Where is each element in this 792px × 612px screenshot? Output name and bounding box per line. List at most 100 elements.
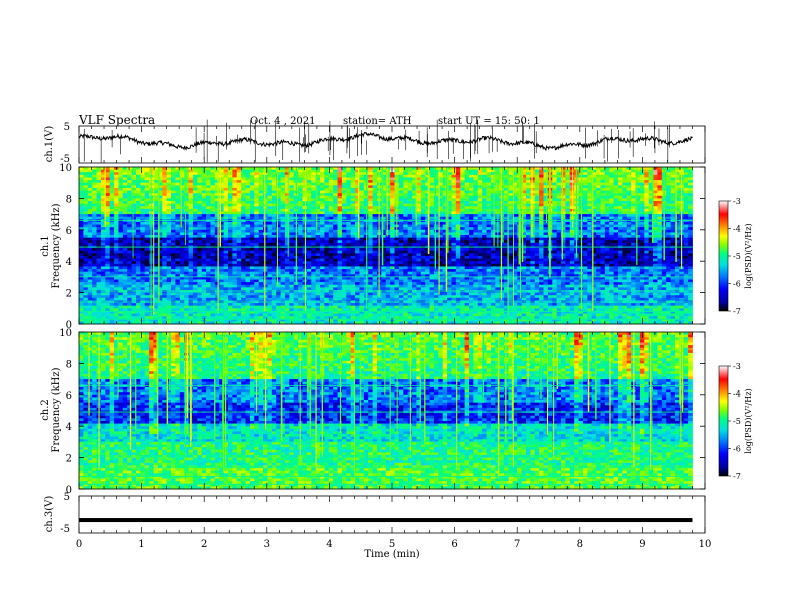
spectrogram-cell bbox=[609, 227, 614, 231]
spectrogram-cell bbox=[469, 219, 474, 223]
spectrogram-cell bbox=[153, 214, 159, 218]
spectrogram-cell bbox=[512, 201, 518, 205]
spectrogram-cell bbox=[525, 219, 531, 223]
spectrogram-cell bbox=[214, 250, 220, 254]
spectrogram-cell bbox=[140, 224, 146, 228]
spectrogram-cell bbox=[460, 174, 466, 178]
spectrogram-cell bbox=[688, 195, 693, 199]
spectrogram-cell bbox=[100, 198, 106, 202]
spectrogram-cell bbox=[648, 201, 654, 205]
spectrogram-cell bbox=[617, 248, 623, 252]
spectrogram-cell bbox=[582, 211, 588, 215]
spectrogram-cell bbox=[639, 180, 645, 184]
spectrogram-cell bbox=[280, 172, 286, 176]
spectrogram-cell bbox=[184, 237, 189, 241]
spectrogram-cell bbox=[455, 250, 461, 254]
spectrogram-cell bbox=[100, 255, 106, 259]
spectrogram-cell bbox=[341, 240, 347, 244]
spectrogram-cell bbox=[504, 221, 509, 225]
spectrogram-cell bbox=[206, 250, 211, 254]
spectrogram-cell bbox=[609, 201, 614, 205]
spectrogram-cell bbox=[596, 203, 601, 207]
spectrogram-cell bbox=[412, 206, 417, 210]
spectrogram-cell bbox=[337, 253, 343, 257]
spectrogram-cell bbox=[245, 180, 251, 184]
spectrogram-cell bbox=[504, 240, 509, 244]
spectrogram-cell bbox=[223, 250, 229, 254]
spectrogram-cell bbox=[214, 242, 220, 246]
spectrogram-cell bbox=[341, 208, 347, 212]
spectrogram-cell bbox=[171, 206, 176, 210]
spectrogram-cell bbox=[512, 248, 518, 252]
spectrogram-cell bbox=[644, 232, 650, 236]
spectrogram-cell bbox=[83, 255, 89, 259]
spectrogram-cell bbox=[683, 206, 689, 210]
spectrogram-cell bbox=[604, 198, 610, 202]
spectrogram-cell bbox=[201, 203, 207, 207]
spectrogram-cell bbox=[552, 232, 558, 236]
spectrogram-cell bbox=[271, 255, 277, 259]
spectrogram-cell bbox=[613, 253, 619, 257]
spectrogram-cell bbox=[263, 193, 268, 197]
spectrogram-cell bbox=[306, 206, 312, 210]
spectrogram-cell bbox=[92, 167, 97, 171]
spectrogram-cell bbox=[241, 235, 246, 239]
spectrogram-cell bbox=[284, 221, 290, 225]
spectrogram-cell bbox=[236, 216, 242, 220]
spectrogram-cell bbox=[135, 250, 141, 254]
spectrogram-cell bbox=[635, 198, 641, 202]
spectrogram-cell bbox=[157, 214, 163, 218]
spectrogram-cell bbox=[569, 180, 575, 184]
spectrogram-cell bbox=[368, 216, 373, 220]
spectrogram-cell bbox=[604, 167, 610, 171]
spectrogram-cell bbox=[433, 190, 439, 194]
spectrogram-cell bbox=[512, 221, 518, 225]
spectrogram-cell bbox=[320, 172, 325, 176]
spectrogram-cell bbox=[420, 208, 426, 212]
spectrogram-cell bbox=[674, 208, 680, 212]
spectrogram-cell bbox=[87, 242, 93, 246]
spectrogram-cell bbox=[258, 198, 264, 202]
spectrogram-cell bbox=[425, 174, 430, 178]
spectrogram-cell bbox=[688, 174, 693, 178]
spectrogram-cell bbox=[657, 198, 663, 202]
spectrogram-cell bbox=[582, 216, 588, 220]
spectrogram-cell bbox=[543, 216, 549, 220]
spectrogram-cell bbox=[144, 219, 150, 223]
spectrogram-cell bbox=[504, 182, 509, 186]
spectrogram-cell bbox=[525, 224, 531, 228]
panel-ch1-frame bbox=[78, 125, 706, 164]
spectrogram-cell bbox=[114, 240, 119, 244]
spectrogram-cell bbox=[604, 211, 610, 215]
spectrogram-cell bbox=[188, 237, 194, 241]
spectrogram-cell bbox=[530, 229, 536, 233]
spectrogram-cell bbox=[118, 185, 124, 189]
spectrogram-cell bbox=[565, 237, 571, 241]
spectrogram-cell bbox=[451, 203, 457, 207]
spectrogram-cell bbox=[298, 253, 303, 257]
spectrogram-cell bbox=[109, 219, 115, 223]
spectrogram-cell bbox=[280, 221, 286, 225]
spectrogram-cell bbox=[127, 180, 132, 184]
spectrogram-cell bbox=[648, 198, 654, 202]
spectrogram-cell bbox=[96, 224, 102, 228]
spectrogram-cell bbox=[280, 219, 286, 223]
spectrogram-cell bbox=[486, 255, 492, 259]
spectrogram-cell bbox=[249, 169, 255, 173]
spectrogram-cell bbox=[346, 253, 352, 257]
spectrogram-cell bbox=[324, 235, 330, 239]
spectrogram-cell bbox=[657, 255, 663, 259]
spectrogram-cell bbox=[315, 185, 321, 189]
spectrogram-cell bbox=[442, 187, 448, 191]
spectrogram-cell bbox=[184, 227, 189, 231]
spectrogram-cell bbox=[140, 242, 146, 246]
spectrogram-cell bbox=[635, 185, 641, 189]
spectrogram-cell bbox=[315, 248, 321, 252]
spectrogram-cell bbox=[236, 248, 242, 252]
spectrogram-cell bbox=[219, 185, 224, 189]
spectrogram-cell bbox=[447, 240, 452, 244]
spectrogram-cell bbox=[626, 203, 632, 207]
spectrogram-cell bbox=[105, 177, 111, 181]
spectrogram-cell bbox=[381, 174, 387, 178]
spectrogram-cell bbox=[184, 255, 189, 259]
